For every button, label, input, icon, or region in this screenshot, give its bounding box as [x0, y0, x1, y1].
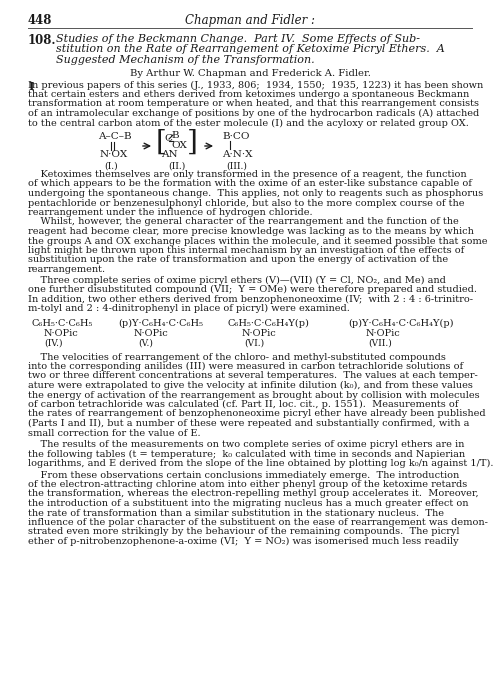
Text: Three complete series of oxime picryl ethers (V)—(VII) (Y = Cl, NO₂, and Me) and: Three complete series of oxime picryl et…: [28, 276, 446, 285]
Text: undergoing the spontaneous change.  This applies, not only to reagents such as p: undergoing the spontaneous change. This …: [28, 189, 483, 198]
Text: of the electron-attracting chlorine atom into either phenyl group of the ketoxim: of the electron-attracting chlorine atom…: [28, 480, 467, 489]
Text: m-tolyl and 2 : 4-dinitrophenyl in place of picryl) were examined.: m-tolyl and 2 : 4-dinitrophenyl in place…: [28, 304, 350, 313]
Text: influence of the polar character of the substituent on the ease of rearrangement: influence of the polar character of the …: [28, 518, 488, 527]
Text: stitution on the Rate of Rearrangement of Ketoxime Picryl Ethers.  A: stitution on the Rate of Rearrangement o…: [56, 45, 445, 54]
Text: In addition, two other ethers derived from benzophenoneoxime (IV;  with 2 : 4 : : In addition, two other ethers derived fr…: [28, 295, 473, 304]
Text: reagent had become clear, more precise knowledge was lacking as to the means by : reagent had become clear, more precise k…: [28, 227, 474, 236]
Text: A·N·X: A·N·X: [222, 150, 252, 159]
Text: to the central carbon atom of the ester molecule (I) and the acyloxy or related : to the central carbon atom of the ester …: [28, 119, 469, 128]
Text: pentachloride or benzenesulphonyl chloride, but also to the more complex course : pentachloride or benzenesulphonyl chlori…: [28, 198, 464, 208]
Text: of carbon tetrachloride was calculated (cf. Part II, loc. cit., p. 1551).  Measu: of carbon tetrachloride was calculated (…: [28, 400, 458, 409]
Text: substitution upon the rate of transformation and upon the energy of activation o: substitution upon the rate of transforma…: [28, 255, 448, 265]
Text: ]: ]: [187, 129, 198, 156]
Text: ature were extrapolated to give the velocity at infinite dilution (k₀), and from: ature were extrapolated to give the velo…: [28, 381, 473, 390]
Text: B·CO: B·CO: [222, 132, 250, 141]
Text: (Parts I and II), but a number of these were repeated and substantially confirme: (Parts I and II), but a number of these …: [28, 419, 469, 428]
Text: ether of p-nitrobenzophenone-a-oxime (VI;  Y = NO₂) was isomerised much less rea: ether of p-nitrobenzophenone-a-oxime (VI…: [28, 537, 458, 546]
Text: N·OX: N·OX: [100, 150, 128, 159]
Text: into the corresponding anilides (III) were measured in carbon tetrachloride solu: into the corresponding anilides (III) we…: [28, 362, 463, 371]
Text: the transformation, whereas the electron-repelling methyl group accelerates it. : the transformation, whereas the electron…: [28, 490, 478, 498]
Text: (II.): (II.): [168, 162, 185, 171]
Text: (p)Y·C₆H₄·C·C₆H₅: (p)Y·C₆H₄·C·C₆H₅: [118, 318, 203, 328]
Text: the rates of rearrangement of benzophenoneoxime picryl ether have already been p: the rates of rearrangement of benzopheno…: [28, 409, 485, 418]
Text: Chapman and Fidler :: Chapman and Fidler :: [185, 14, 315, 27]
Text: The velocities of rearrangement of the chloro- and methyl-substituted compounds: The velocities of rearrangement of the c…: [28, 352, 446, 361]
Text: Ketoximes themselves are only transformed in the presence of a reagent, the func: Ketoximes themselves are only transforme…: [28, 170, 466, 179]
Text: I: I: [28, 81, 34, 92]
Text: transformation at room temperature or when heated, and that this rearrangement c: transformation at room temperature or wh…: [28, 100, 479, 109]
Text: two or three different concentrations at several temperatures.  The values at ea: two or three different concentrations at…: [28, 371, 478, 380]
Text: (VI.): (VI.): [244, 339, 264, 348]
Text: (VII.): (VII.): [368, 339, 392, 348]
Text: The results of the measurements on two complete series of oxime picryl ethers ar: The results of the measurements on two c…: [28, 440, 464, 449]
Text: small correction for the value of E.: small correction for the value of E.: [28, 428, 201, 437]
Text: (I.): (I.): [104, 162, 118, 171]
Text: the introduction of a substituent into the migrating nucleus has a much greater : the introduction of a substituent into t…: [28, 499, 468, 508]
Text: of an intramolecular exchange of positions by one of the hydrocarbon radicals (A: of an intramolecular exchange of positio…: [28, 109, 479, 118]
Text: N·OPic: N·OPic: [242, 329, 277, 337]
Text: rearrangement under the influence of hydrogen chloride.: rearrangement under the influence of hyd…: [28, 208, 312, 217]
Text: From these observations certain conclusions immediately emerge.  The introductio: From these observations certain conclusi…: [28, 471, 459, 479]
Text: AN: AN: [161, 150, 178, 159]
Text: OX: OX: [171, 141, 187, 150]
Text: of which appears to be the formation with the oxime of an ester-like substance c: of which appears to be the formation wit…: [28, 179, 472, 189]
Text: Suggested Mechanism of the Transformation.: Suggested Mechanism of the Transformatio…: [56, 55, 314, 65]
Text: strated even more strikingly by the behaviour of the remaining compounds.  The p: strated even more strikingly by the beha…: [28, 528, 460, 536]
Text: [: [: [156, 129, 167, 156]
Text: (IV.): (IV.): [44, 339, 62, 348]
Text: the rate of transformation than a similar substitution in the stationary nucleus: the rate of transformation than a simila…: [28, 509, 444, 517]
Text: In previous papers of this series (J., 1933, 806;  1934, 1550;  1935, 1223) it h: In previous papers of this series (J., 1…: [28, 81, 483, 90]
Text: (V.): (V.): [138, 339, 153, 348]
Text: 108.: 108.: [28, 34, 56, 47]
Text: rearrangement.: rearrangement.: [28, 265, 106, 274]
Text: Whilst, however, the general character of the rearrangement and the function of : Whilst, however, the general character o…: [28, 217, 459, 227]
Text: the energy of activation of the rearrangement as brought about by collision with: the energy of activation of the rearrang…: [28, 390, 479, 399]
Text: the following tables (t = temperature;  k₀ calculated with time in seconds and N: the following tables (t = temperature; k…: [28, 449, 465, 458]
Text: C: C: [164, 134, 172, 143]
Text: B: B: [171, 131, 178, 140]
Text: (III.): (III.): [226, 162, 247, 171]
Text: C₆H₅·C·C₆H₅: C₆H₅·C·C₆H₅: [32, 318, 94, 327]
Text: N·OPic: N·OPic: [366, 329, 401, 337]
Text: that certain esters and ethers derived from ketoximes undergo a spontaneous Beck: that certain esters and ethers derived f…: [28, 90, 469, 99]
Text: one further disubstituted compound (VII;  Y = OMe) were therefore prepared and s: one further disubstituted compound (VII;…: [28, 285, 477, 294]
Text: N·OPic: N·OPic: [44, 329, 79, 337]
Text: light might be thrown upon this internal mechanism by an investigation of the ef: light might be thrown upon this internal…: [28, 246, 464, 255]
Text: By Arthur W. Chapman and Frederick A. Fidler.: By Arthur W. Chapman and Frederick A. Fi…: [130, 69, 370, 79]
Text: the groups A and OX exchange places within the molecule, and it seemed possible : the groups A and OX exchange places with…: [28, 236, 487, 246]
Text: A–C–B: A–C–B: [98, 132, 132, 141]
Text: (p)Y·C₆H₄·C·C₆H₄Y(p): (p)Y·C₆H₄·C·C₆H₄Y(p): [348, 318, 454, 328]
Text: C₆H₅·C·C₆H₄Y(p): C₆H₅·C·C₆H₄Y(p): [228, 318, 310, 328]
Text: N·OPic: N·OPic: [134, 329, 169, 337]
Text: Studies of the Beckmann Change.  Part IV.  Some Effects of Sub-: Studies of the Beckmann Change. Part IV.…: [56, 34, 420, 44]
Text: 448: 448: [28, 14, 52, 27]
Text: logarithms, and E derived from the slope of the line obtained by plotting log k₀: logarithms, and E derived from the slope…: [28, 459, 493, 468]
